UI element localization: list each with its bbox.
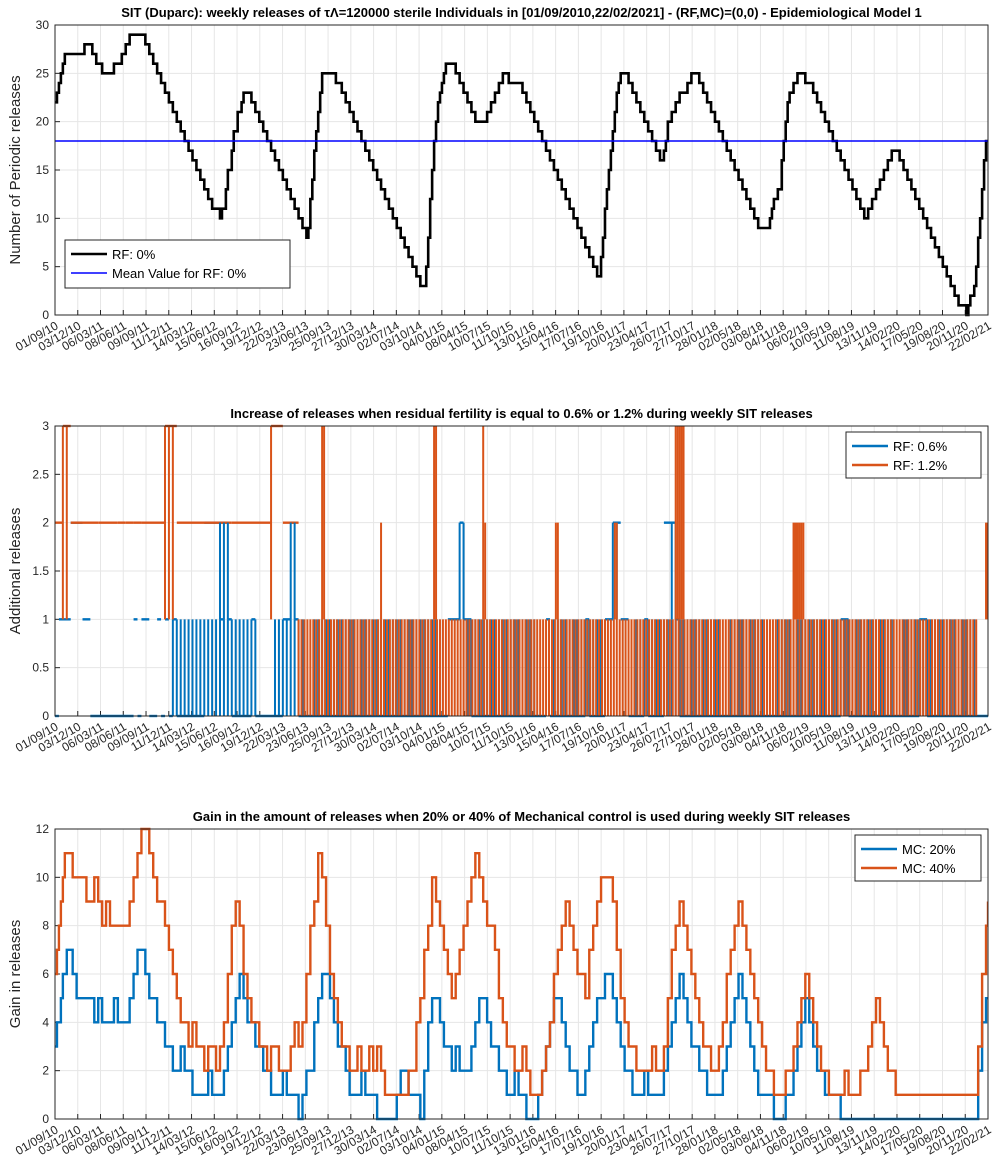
series-group bbox=[55, 827, 988, 1121]
legend-label: RF: 1.2% bbox=[893, 458, 948, 473]
legend-box bbox=[854, 834, 982, 882]
y-tick-label: 2 bbox=[42, 516, 49, 530]
chart-panel-1: SIT (Duparc): weekly releases of τΛ=1200… bbox=[7, 5, 994, 354]
axes-box bbox=[54, 828, 989, 1120]
series-line-2 bbox=[55, 827, 988, 1097]
legend: RF: 0.6% RF: 1.2% bbox=[845, 431, 982, 479]
y-axis-label: Gain in releases bbox=[7, 920, 24, 1028]
series-toggle-2 bbox=[297, 619, 978, 716]
legend-label: RF: 0.6% bbox=[893, 439, 948, 454]
series-toggle-1 bbox=[171, 619, 257, 716]
chart-title: Increase of releases when residual ferti… bbox=[230, 406, 812, 421]
y-tick-label: 12 bbox=[36, 822, 50, 836]
y-tick-label: 3 bbox=[42, 419, 49, 433]
y-tick-label: 8 bbox=[42, 919, 49, 933]
y-tick-label: 4 bbox=[42, 1015, 49, 1029]
chart-title: Gain in the amount of releases when 20% … bbox=[193, 809, 850, 824]
y-tick-label: 10 bbox=[36, 870, 50, 884]
series-group bbox=[55, 33, 988, 317]
series-line-1 bbox=[55, 33, 988, 317]
axes-box bbox=[54, 425, 989, 717]
y-tick-label: 2 bbox=[42, 1064, 49, 1078]
y-tick-label: 1.5 bbox=[32, 564, 49, 578]
series-line-1 bbox=[55, 948, 988, 1121]
legend-box bbox=[64, 239, 291, 289]
legend-box bbox=[845, 431, 982, 479]
legend-label: Mean Value for RF: 0% bbox=[112, 266, 247, 281]
y-tick-label: 0 bbox=[42, 1112, 49, 1126]
y-axis-label: Additional releases bbox=[7, 508, 24, 635]
y-tick-label: 6 bbox=[42, 967, 49, 981]
y-tick-label: 15 bbox=[36, 163, 50, 177]
legend: RF: 0% Mean Value for RF: 0% bbox=[64, 239, 291, 289]
legend-label: MC: 20% bbox=[902, 842, 956, 857]
legend-label: MC: 40% bbox=[902, 861, 956, 876]
y-tick-label: 0 bbox=[42, 709, 49, 723]
y-tick-label: 30 bbox=[36, 18, 50, 32]
y-tick-label: 20 bbox=[36, 115, 50, 129]
axes-box bbox=[54, 24, 989, 316]
chart-panel-3: Gain in the amount of releases when 20% … bbox=[7, 809, 994, 1158]
y-tick-label: 0.5 bbox=[32, 661, 49, 675]
chart-title: SIT (Duparc): weekly releases of τΛ=1200… bbox=[121, 5, 922, 20]
y-tick-label: 1 bbox=[42, 612, 49, 626]
y-tick-label: 2.5 bbox=[32, 467, 49, 481]
legend: MC: 20% MC: 40% bbox=[854, 834, 982, 882]
y-tick-label: 5 bbox=[42, 260, 49, 274]
y-tick-label: 10 bbox=[36, 211, 50, 225]
y-tick-label: 25 bbox=[36, 66, 50, 80]
legend-label: RF: 0% bbox=[112, 247, 156, 262]
chart-panel-2: Increase of releases when residual ferti… bbox=[7, 406, 994, 755]
y-tick-label: 0 bbox=[42, 308, 49, 322]
y-axis-label: Number of Periodic releases bbox=[7, 75, 24, 264]
